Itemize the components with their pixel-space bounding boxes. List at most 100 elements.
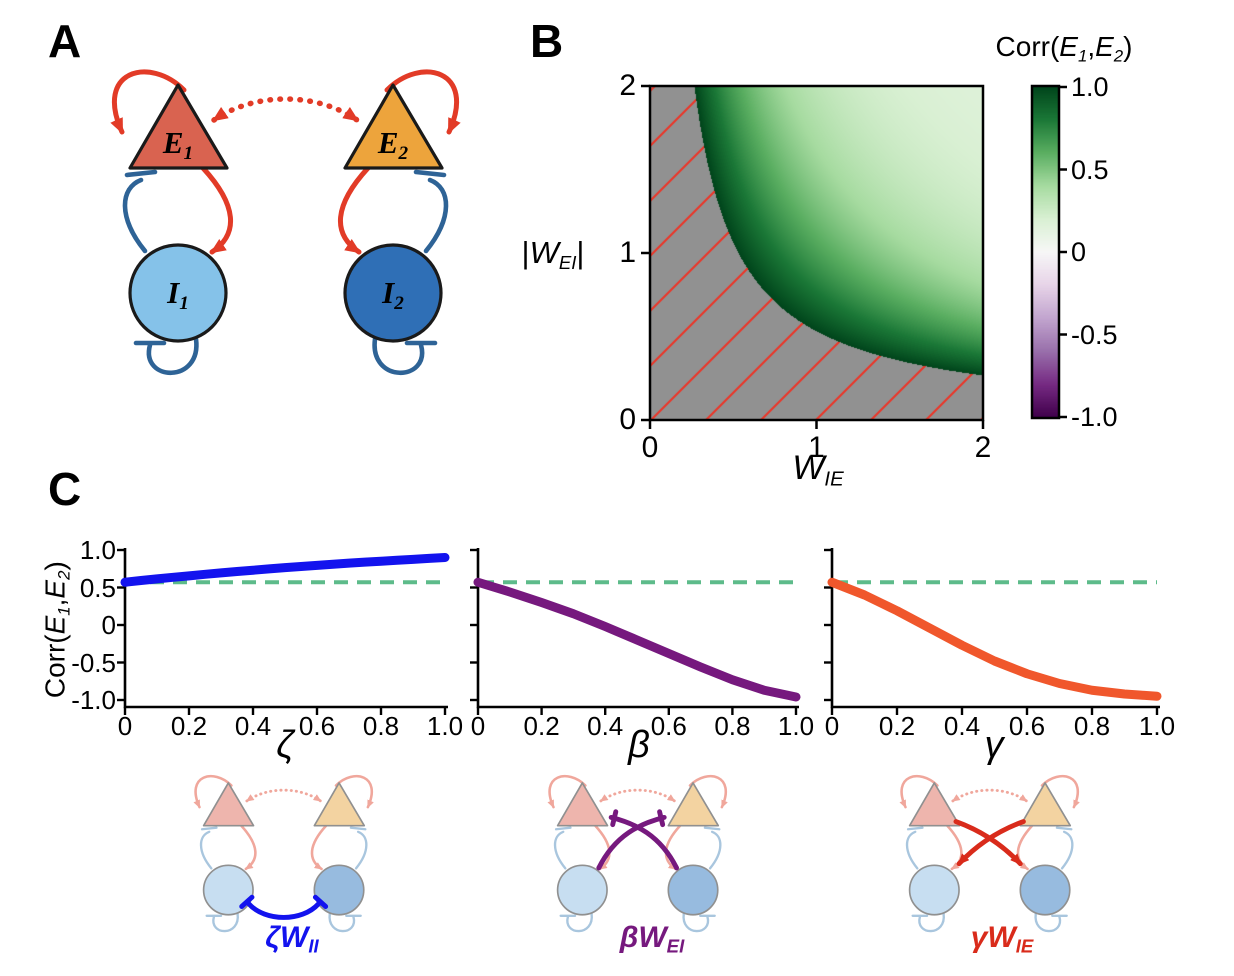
connection (1060, 830, 1074, 870)
excitatory-node-e2 (343, 83, 444, 170)
text-part: 2 (398, 142, 409, 164)
node-label-e1: E1 (133, 125, 223, 164)
inhibitory-node-i2 (313, 864, 365, 916)
inhibitory-synapse-bar (906, 826, 924, 831)
e2-to-i2-arrow (310, 824, 328, 871)
text-part: II (308, 935, 319, 957)
text-part: E (1095, 31, 1114, 62)
e1-self-loop (547, 775, 587, 809)
colorbar-tick-label: -1.0 (1071, 402, 1118, 432)
b-x-tick-label: 2 (974, 431, 992, 464)
node-label-e2: E2 (348, 125, 438, 164)
inhibitory-node-i2 (1019, 864, 1071, 916)
correlation-heatmap (650, 86, 983, 420)
c-y-tick-label: -0.5 (71, 647, 116, 678)
connection (918, 912, 945, 933)
text-part: 2 (394, 292, 404, 314)
e1-to-i1-arrow (200, 165, 234, 255)
connection (328, 912, 356, 933)
gamma-wie-label: γWIE (917, 920, 1087, 957)
e2-to-i2-arrow (337, 165, 371, 255)
inhibitory-synapse-bar (657, 809, 666, 828)
text-part: W (529, 235, 559, 270)
connection (905, 830, 919, 870)
text-part: I (382, 275, 395, 310)
inhibitory-synapse-bar (703, 826, 721, 831)
inhibitory-node-i2 (343, 243, 443, 343)
c-x-tick-label: 0 (117, 711, 133, 741)
c-x-tick-label: 0.6 (298, 711, 336, 741)
heatmap-x-axis-label: WIE (756, 449, 880, 492)
text-part: ζW (265, 921, 309, 954)
excitatory-node-e2 (1019, 782, 1072, 827)
c-x-tick-label: 1.0 (777, 711, 815, 741)
c-x-tick-label: 0.8 (714, 711, 751, 741)
c-x-tick-label: 1.0 (1138, 711, 1176, 741)
node-label-i2: I2 (348, 275, 438, 314)
colorbar-frame (1030, 84, 1061, 420)
i1-i2-mutual-inhibition (246, 901, 321, 920)
panel-a-label: A (48, 15, 82, 67)
c-x-tick-label: 0 (824, 711, 840, 741)
inhibitory-node-i2 (667, 864, 719, 916)
c-x-tick-label: 0.4 (943, 711, 981, 741)
excitatory-node-e2 (667, 782, 720, 827)
inhibitory-node-i1 (202, 864, 254, 916)
c-x-tick-label: 0.2 (170, 711, 208, 741)
inhibitory-synapse-bar (312, 894, 329, 909)
c-x-tick-label: 0 (470, 711, 486, 741)
c-x-tick-label: 0.2 (878, 711, 916, 741)
text-part: 2 (1113, 46, 1124, 66)
i2-to-e1-cross-inhibition (608, 814, 680, 871)
b-y-tick-label: 1 (619, 236, 636, 269)
e1-e2-dotted-coupling (245, 788, 322, 803)
inhibitory-synapse-bar (124, 169, 158, 178)
b-y-tick-label: 2 (619, 69, 636, 102)
colorbar-title: Corr(E1,E2) (944, 31, 1184, 66)
c-x-tick-label: 1.0 (426, 711, 464, 741)
circuit-diagram (193, 775, 374, 933)
inhibitory-node-i1 (556, 864, 608, 916)
inhibitory-node-i1 (128, 243, 228, 343)
inhibitory-synapse-bar (610, 809, 619, 828)
circuit-diagram (899, 775, 1080, 933)
text-part: IE (1015, 935, 1034, 957)
beta-wei-label: βWEI (567, 920, 737, 957)
excitatory-node-e2 (313, 782, 366, 827)
text-part: IE (824, 468, 844, 491)
node-label-i1: I1 (133, 275, 223, 314)
text-part: 1 (1077, 46, 1088, 66)
c-y-tick-label: 1.0 (79, 535, 116, 565)
panel-c-label: C (48, 463, 82, 515)
e1-to-i2-cross-excitation (953, 819, 1023, 867)
e1-to-i1-arrow (239, 824, 257, 871)
e1-self-loop (193, 775, 233, 809)
e2-to-i1-cross-excitation (956, 819, 1026, 867)
text-part: | (521, 235, 530, 270)
e1-to-i1-arrow (945, 824, 963, 871)
gamma-axis-label: γ (984, 724, 1004, 766)
beta-axis-label: β (628, 724, 650, 766)
text-part: E (1059, 31, 1078, 62)
circuit-diagram (110, 69, 461, 375)
excitatory-node-e1 (202, 782, 255, 827)
inhibitory-synapse-bar (200, 826, 218, 831)
e2-self-loop (384, 69, 461, 135)
inhibitory-synapse-bar (554, 826, 572, 831)
connection (682, 912, 710, 933)
c-x-tick-label: 0.8 (1073, 711, 1111, 741)
connection (708, 830, 722, 870)
excitatory-node-e1 (128, 83, 229, 170)
connection (354, 830, 368, 870)
colorbar (1032, 86, 1059, 418)
text-part: γW (970, 921, 1016, 954)
inhibitory-synapse-bar (239, 894, 255, 909)
text-part: W (792, 449, 825, 487)
text-part: | (576, 235, 585, 270)
inhibitory-synapse-bar (349, 826, 367, 831)
connection (199, 830, 213, 870)
inhibitory-synapse-bar (1055, 826, 1073, 831)
colorbar-tick-label: 1.0 (1071, 72, 1109, 102)
data-curve (473, 577, 801, 702)
